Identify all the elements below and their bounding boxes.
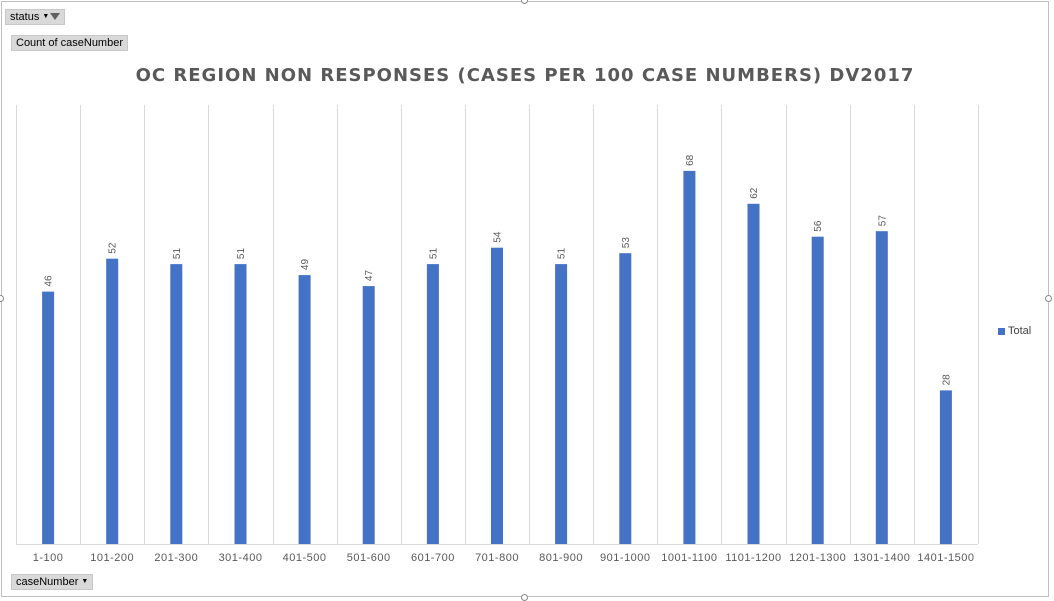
resize-handle-right[interactable] xyxy=(1045,295,1052,302)
bar[interactable] xyxy=(939,390,952,545)
data-label: 47 xyxy=(364,270,375,282)
x-tick-label: 101-200 xyxy=(90,552,134,564)
data-label: 51 xyxy=(172,248,183,260)
data-label: 46 xyxy=(44,275,55,287)
x-tick-label: 501-600 xyxy=(347,552,391,564)
x-tick-label: 601-700 xyxy=(411,552,455,564)
data-label: 62 xyxy=(749,187,760,199)
data-label: 51 xyxy=(236,248,247,260)
axis-field-button[interactable]: caseNumber ▼ xyxy=(11,574,94,590)
legend-swatch xyxy=(998,327,1005,335)
x-tick-label: 401-500 xyxy=(283,552,327,564)
bar[interactable] xyxy=(875,231,888,544)
bar[interactable] xyxy=(426,264,439,544)
data-label: 28 xyxy=(941,374,952,386)
bar[interactable] xyxy=(298,275,311,544)
bar[interactable] xyxy=(683,170,696,544)
axis-field-label: caseNumber xyxy=(16,576,79,588)
x-tick-label: 701-800 xyxy=(475,552,519,564)
x-tick-label: 1001-1100 xyxy=(661,552,717,564)
data-label: 54 xyxy=(493,231,504,243)
value-field-button[interactable]: Count of caseNumber xyxy=(11,35,128,51)
bar[interactable] xyxy=(555,264,568,544)
bar[interactable] xyxy=(811,236,824,544)
data-label: 51 xyxy=(428,248,439,260)
x-tick-label: 1101-1200 xyxy=(725,552,781,564)
bar[interactable] xyxy=(619,253,632,544)
bar[interactable] xyxy=(234,264,247,544)
x-tick-label: 1201-1300 xyxy=(789,552,846,564)
data-label: 52 xyxy=(108,242,119,254)
x-tick-label: 901-1000 xyxy=(600,552,651,564)
filter-icon xyxy=(50,12,61,20)
chevron-down-icon: ▼ xyxy=(42,13,50,21)
x-tick-label: 201-300 xyxy=(154,552,198,564)
data-label: 51 xyxy=(557,248,568,260)
x-tick-label: 1301-1400 xyxy=(853,552,910,564)
data-label: 57 xyxy=(877,215,888,227)
bar[interactable] xyxy=(106,258,119,544)
resize-handle-top[interactable] xyxy=(521,0,528,4)
status-filter-button[interactable]: status ▼ xyxy=(5,9,66,25)
legend-label: Total xyxy=(1008,325,1032,337)
bar[interactable] xyxy=(747,203,760,545)
chevron-down-icon: ▼ xyxy=(81,578,89,586)
chart-title[interactable]: OC REGION NON RESPONSES (CASES PER 100 C… xyxy=(135,65,915,86)
bar[interactable] xyxy=(170,264,183,544)
value-field-label: Count of caseNumber xyxy=(16,37,123,49)
bar[interactable] xyxy=(491,247,503,544)
legend[interactable]: Total xyxy=(998,325,1031,337)
bar[interactable] xyxy=(362,286,375,544)
x-tick-label: 1-100 xyxy=(33,552,64,564)
resize-handle-left[interactable] xyxy=(0,295,4,302)
data-label: 49 xyxy=(300,259,311,271)
x-tick-label: 801-900 xyxy=(539,552,583,564)
data-label: 68 xyxy=(685,154,696,166)
bar[interactable] xyxy=(42,291,55,544)
status-filter-label: status xyxy=(10,11,40,23)
data-label: 56 xyxy=(813,220,824,232)
x-tick-label: 1401-1500 xyxy=(917,552,974,564)
x-tick-label: 301-400 xyxy=(219,552,263,564)
data-label: 53 xyxy=(621,237,632,249)
